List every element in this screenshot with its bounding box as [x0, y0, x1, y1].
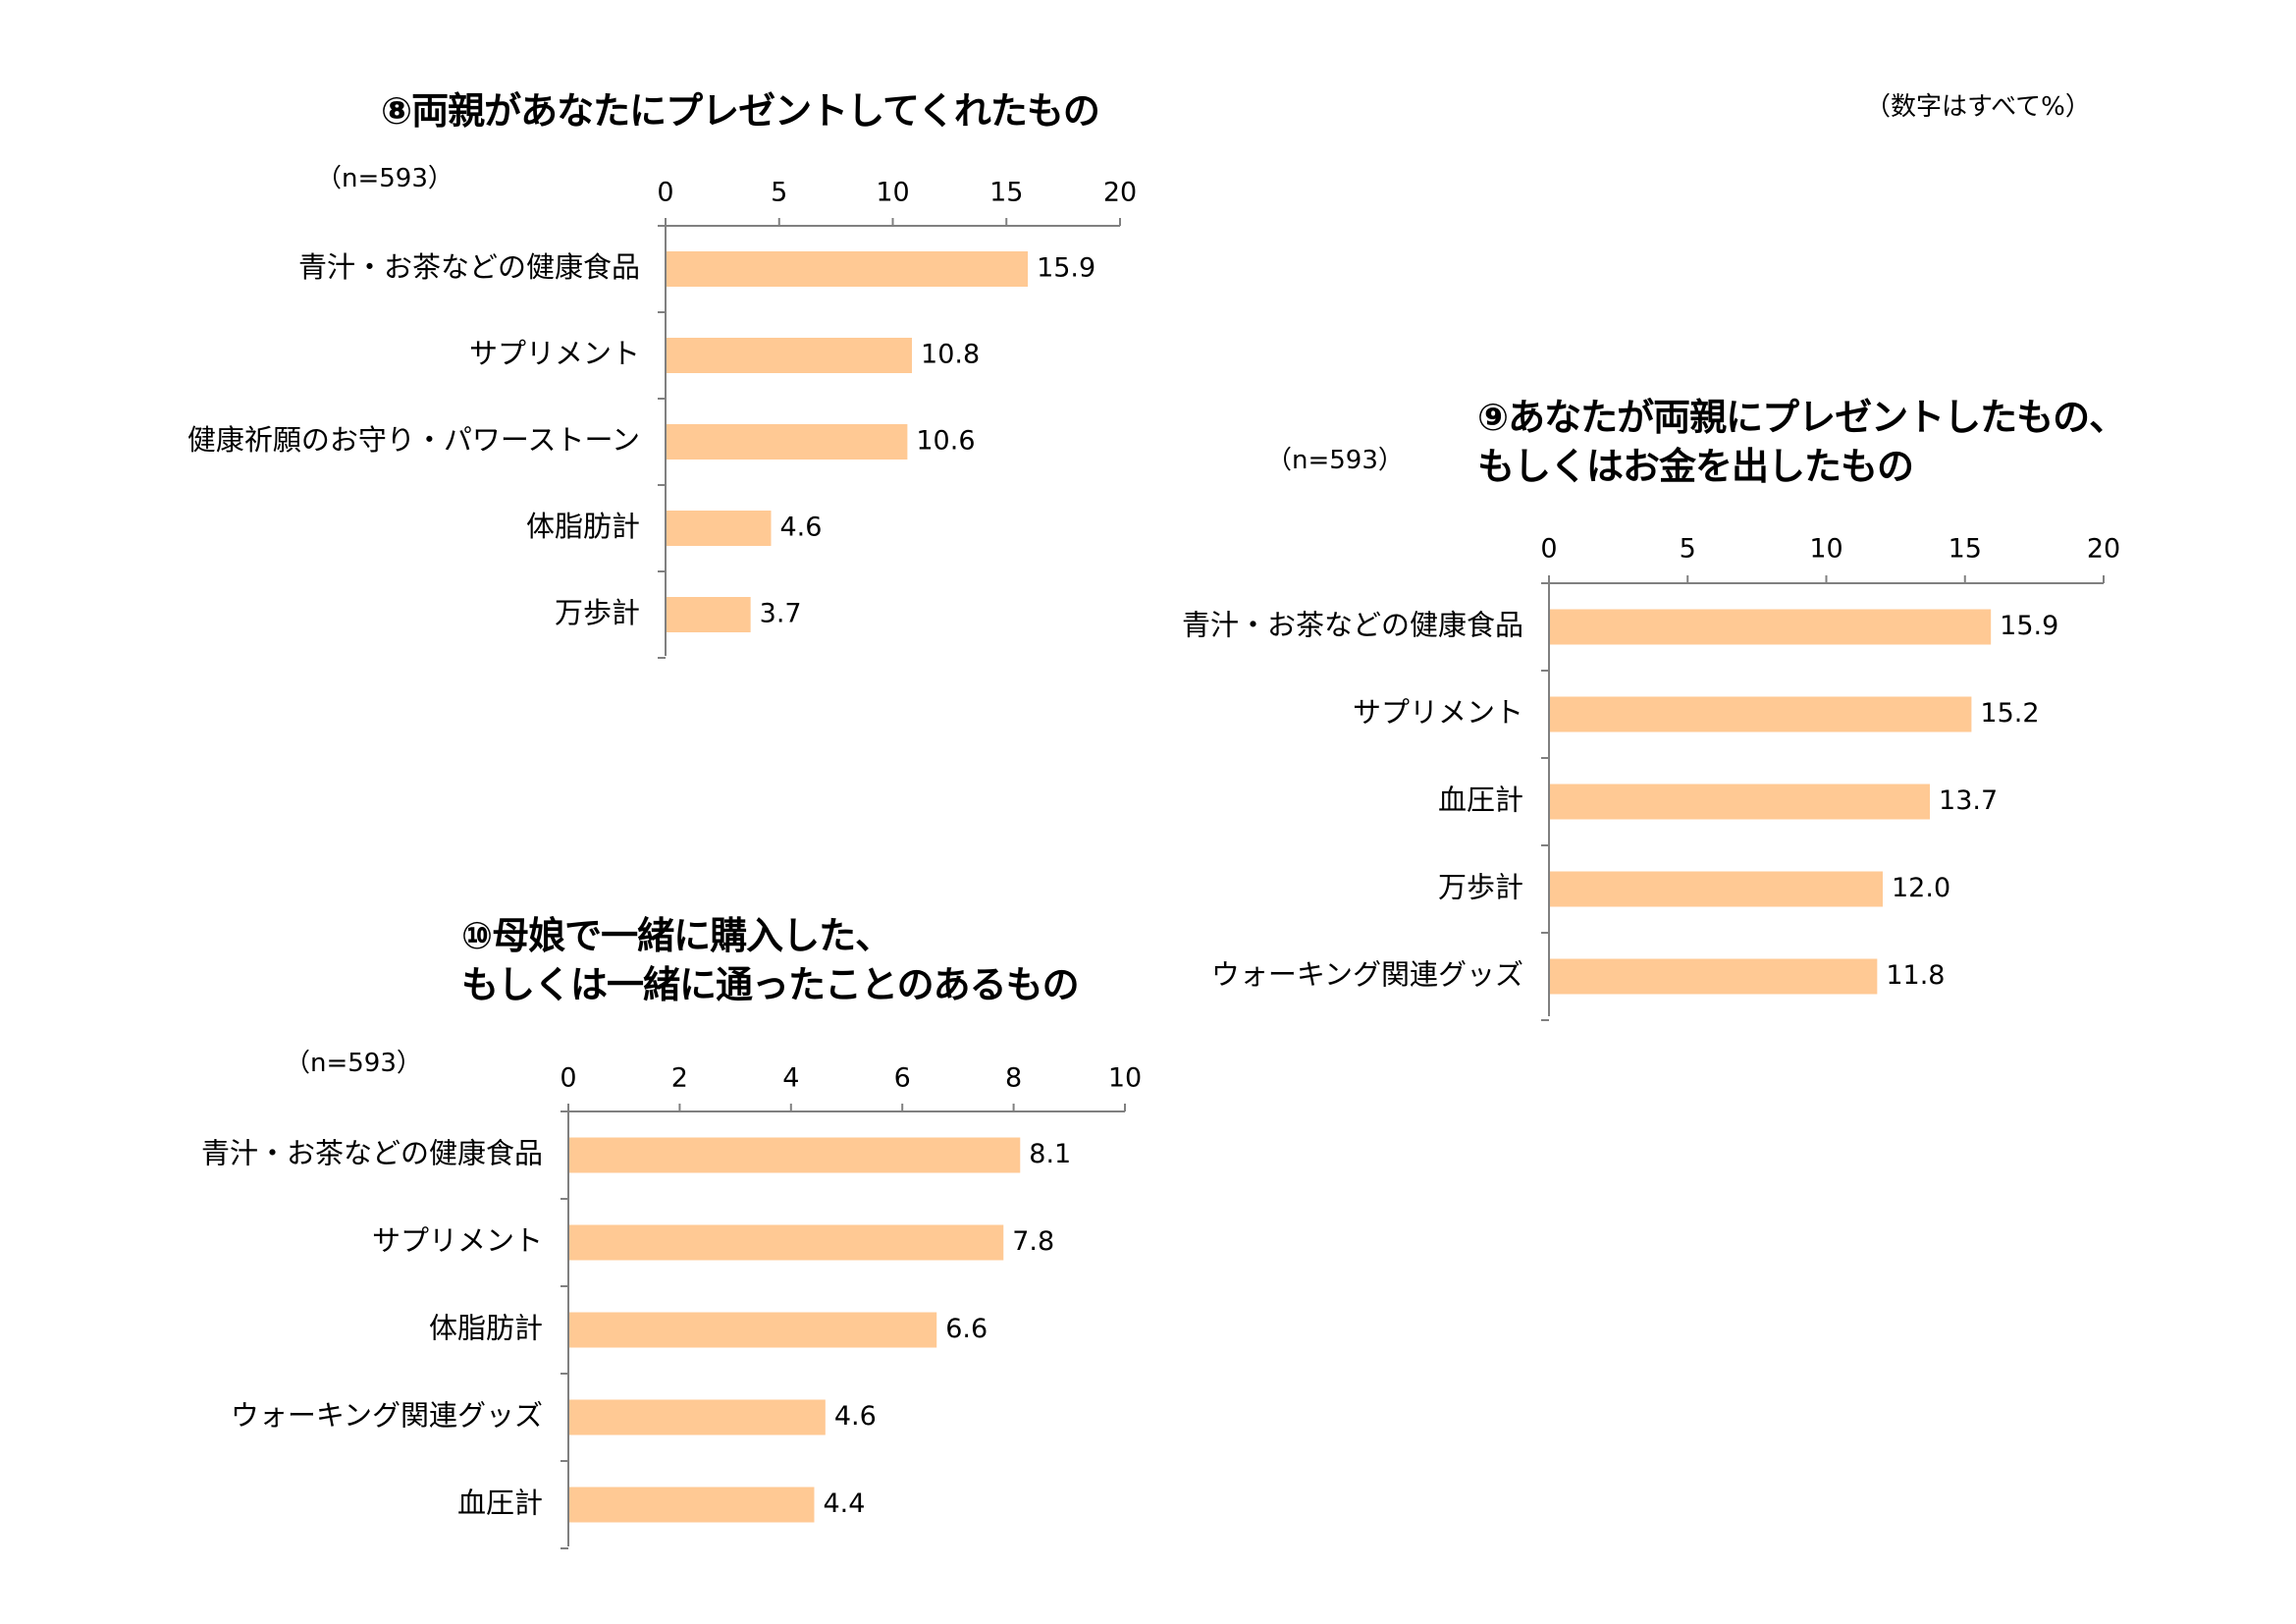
chart8-x-tick-label: 20: [1103, 178, 1137, 208]
chart9-x-tick-label: 15: [1949, 534, 1982, 565]
chart8-bar: [667, 511, 772, 546]
chart9-x-tick-label: 5: [1680, 534, 1696, 565]
chart10-x-tick-label: 6: [894, 1063, 911, 1094]
chart10-bar: [569, 1224, 1004, 1261]
chart9-x-tick-label: 10: [1809, 534, 1842, 565]
chart10-category-label: 体脂肪計: [429, 1312, 543, 1345]
chart10-bar: [569, 1487, 815, 1523]
chart8-x-tick-label: 0: [657, 178, 673, 208]
chart10-category-label: 青汁・お茶などの健康食品: [201, 1137, 543, 1170]
chart9-bar: [1550, 609, 1992, 645]
chart10-x-tick-label: 10: [1108, 1063, 1142, 1094]
chart8-x-tick-label: 15: [989, 178, 1023, 208]
chart9-value-label: 13.7: [1939, 785, 1998, 816]
chart10-x-tick-label: 8: [1005, 1063, 1022, 1094]
chart9-value-label: 12.0: [1892, 873, 1950, 903]
chart9-bar: [1550, 784, 1931, 820]
chart9-value-label: 15.2: [1980, 698, 2039, 729]
chart8-title: ⑧両親があなたにプレゼントしてくれたもの: [381, 89, 1100, 133]
chart9-value-label: 11.8: [1886, 960, 1945, 991]
chart8-bar: [667, 597, 751, 632]
chart8-value-label: 3.7: [760, 599, 802, 629]
chart8-category-label: 健康祈願のお守り・パワーストーン: [187, 423, 640, 457]
chart10-n-label: （n=593）: [285, 1049, 422, 1078]
chart8-category-label: 万歩計: [555, 596, 640, 629]
chart10-value-label: 4.6: [834, 1401, 877, 1432]
chart8-value-label: 4.6: [779, 513, 822, 543]
chart8-category-label: サプリメント: [469, 337, 640, 370]
chart10-value-label: 4.4: [823, 1489, 865, 1519]
chart10-category-label: サプリメント: [372, 1224, 543, 1258]
chart9-category-label: 血圧計: [1438, 784, 1523, 817]
chart10-category-label: ウォーキング関連グッズ: [231, 1399, 543, 1433]
chart10-value-label: 8.1: [1029, 1139, 1071, 1169]
chart9-n-label: （n=593）: [1266, 446, 1404, 475]
chart8-bar: [667, 251, 1029, 287]
chart8-x-tick-label: 5: [771, 178, 787, 208]
chart10-bar: [569, 1137, 1021, 1173]
chart8-n-label: （n=593）: [316, 164, 454, 193]
chart9-category-label: 万歩計: [1438, 871, 1523, 904]
chart10-x-tick-label: 0: [560, 1063, 576, 1094]
chart8-x-tick-label: 10: [876, 178, 909, 208]
chart10-bar: [569, 1312, 937, 1348]
chart8-category-label: 体脂肪計: [526, 510, 640, 543]
chart10-bar: [569, 1399, 826, 1435]
chart8-value-label: 15.9: [1037, 253, 1095, 284]
chart9-x-tick-label: 0: [1540, 534, 1557, 565]
unit-note: （数字はすべて%）: [1865, 92, 2091, 122]
chart10-value-label: 6.6: [945, 1314, 988, 1344]
chart8-bar: [667, 338, 913, 373]
chart9-bar: [1550, 696, 1972, 732]
chart9-value-label: 15.9: [2000, 611, 2058, 641]
chart9-category-label: 青汁・お茶などの健康食品: [1182, 609, 1523, 642]
chart9-bar: [1550, 871, 1883, 907]
chart10-x-tick-label: 2: [671, 1063, 688, 1094]
chart8-category-label: 青汁・お茶などの健康食品: [298, 250, 640, 284]
chart9-x-tick-label: 20: [2087, 534, 2120, 565]
chart8-bar: [667, 424, 908, 460]
chart8-value-label: 10.6: [916, 426, 975, 457]
chart8-value-label: 10.8: [921, 340, 980, 370]
chart9-category-label: ウォーキング関連グッズ: [1211, 958, 1523, 992]
chart10-x-tick-label: 4: [782, 1063, 799, 1094]
chart10-value-label: 7.8: [1012, 1226, 1054, 1257]
chart9-bar: [1550, 958, 1878, 995]
chart9-category-label: サプリメント: [1353, 696, 1523, 730]
chart9-title: ⑨あなたが両親にプレゼントしたもの、 もしくはお金を出したもの: [1477, 396, 2126, 488]
chart10-category-label: 血圧計: [457, 1487, 543, 1520]
chart10-title: ⑩母娘で一緒に購入した、 もしくは一緒に通ったことのあるもの: [461, 914, 1080, 1006]
